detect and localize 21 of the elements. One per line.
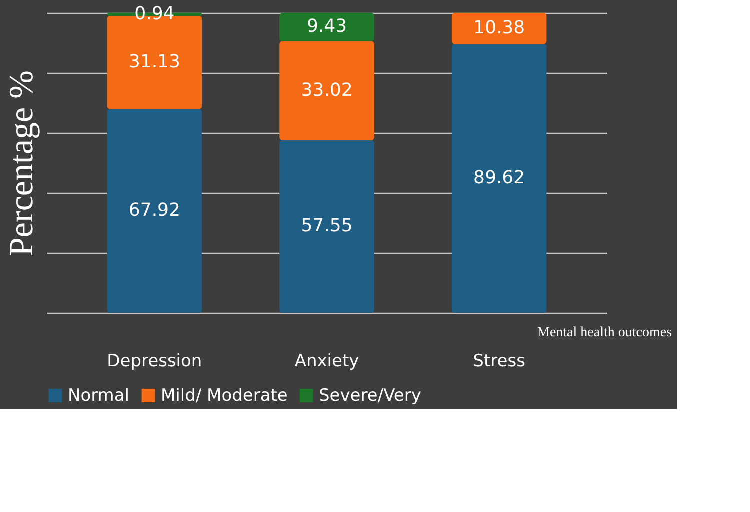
bar [280, 140, 374, 313]
bar [452, 13, 547, 44]
x-axis-title: Mental health outcomes [538, 326, 672, 340]
data-label: 89.62 [474, 168, 526, 189]
y-axis-title: Percentage % [4, 70, 40, 256]
data-label: 57.55 [301, 216, 353, 237]
data-label: 10.38 [474, 18, 526, 39]
data-label: 33.02 [301, 80, 353, 101]
legend-label: Normal [68, 386, 130, 406]
x-tick-label: Stress [473, 352, 526, 372]
bar [280, 41, 374, 140]
bar [452, 44, 547, 313]
data-label: 9.43 [306, 16, 348, 38]
data-label: 31.13 [128, 52, 180, 73]
data-label: 67.92 [128, 200, 180, 222]
x-tick-label: Anxiety [294, 352, 360, 372]
legend-label: Mild/ Moderate [161, 386, 288, 406]
x-tick-label: Depression [107, 352, 202, 372]
legend-label: Severe/Very [319, 386, 422, 406]
bar [280, 13, 374, 42]
bar [107, 109, 202, 313]
